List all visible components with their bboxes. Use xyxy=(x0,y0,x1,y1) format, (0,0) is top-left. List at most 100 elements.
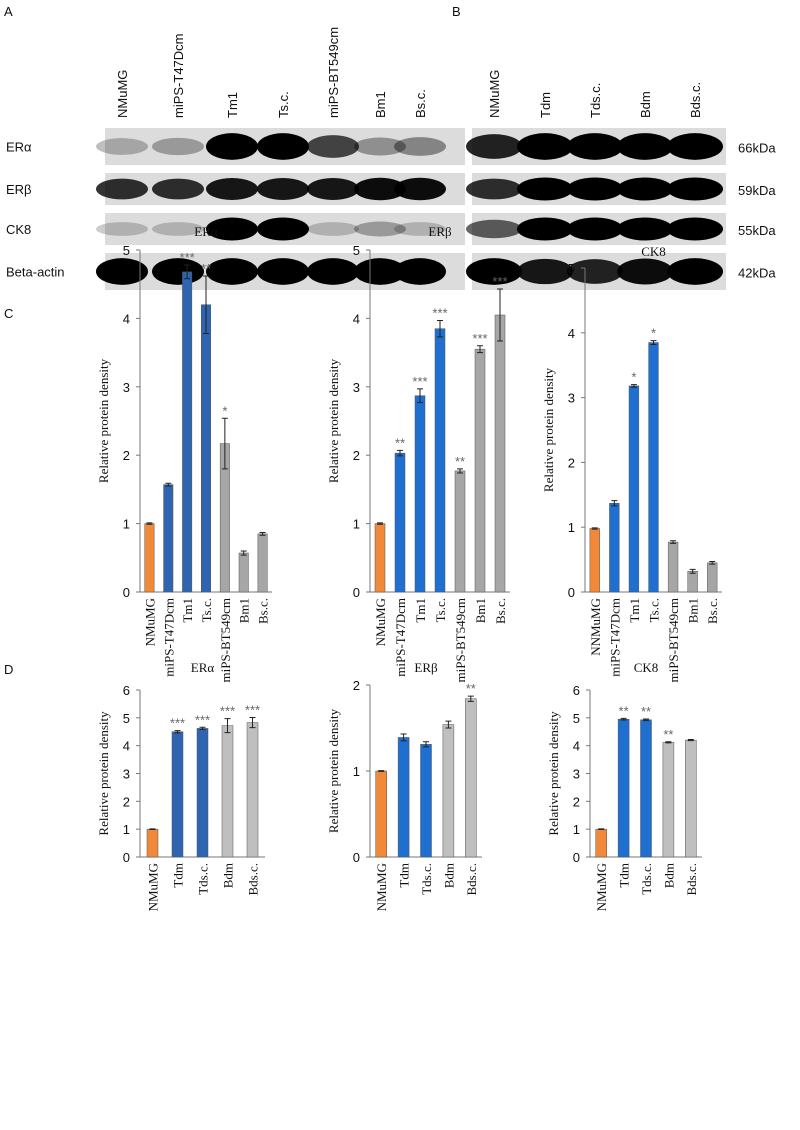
blot-band xyxy=(257,133,309,160)
blot-band xyxy=(466,258,522,285)
y-axis-label: Relative protein density xyxy=(326,708,341,833)
blot-band xyxy=(152,178,204,200)
blot-band xyxy=(354,177,406,201)
y-axis-label: Relative protein density xyxy=(96,711,111,836)
error-bar xyxy=(165,482,172,487)
blot-band xyxy=(96,178,148,200)
y-tick-label: 2 xyxy=(353,678,360,693)
error-bar xyxy=(377,522,383,525)
x-tick-label: miPS-BT549cm xyxy=(666,598,681,683)
error-bar xyxy=(497,288,503,342)
panel-label: C xyxy=(4,306,13,321)
error-bar xyxy=(591,527,598,530)
bar xyxy=(420,744,432,858)
bar xyxy=(667,541,679,593)
significance: *** xyxy=(432,305,447,320)
error-bar xyxy=(598,828,605,830)
bar-chart: ERα Relative protein density 0 1 2 3 4 5 6 NMuMG *… xyxy=(96,660,265,911)
x-tick-label: Bds.c. xyxy=(246,863,261,896)
error-bar xyxy=(240,550,247,556)
error-bar xyxy=(689,568,696,574)
blot-band xyxy=(354,221,406,237)
error-bar xyxy=(665,741,672,744)
significance: * xyxy=(651,326,656,341)
lane-label: Tdm xyxy=(538,92,553,118)
error-bar xyxy=(423,741,429,748)
bar xyxy=(246,722,259,858)
bar xyxy=(163,484,174,593)
y-tick-label: 1 xyxy=(123,822,130,837)
blot-band xyxy=(667,258,723,285)
y-tick-label: 3 xyxy=(573,767,580,782)
blot-band xyxy=(257,258,309,285)
y-tick-label: 5 xyxy=(123,711,130,726)
y-tick-label: 1 xyxy=(573,822,580,837)
bar xyxy=(196,728,209,858)
lane-label: Tds.c. xyxy=(588,83,603,118)
blot-band xyxy=(307,178,359,200)
bar xyxy=(394,452,406,593)
bar xyxy=(201,304,211,593)
bar xyxy=(374,523,386,593)
blot-band xyxy=(394,258,446,285)
x-tick-label: NMuMG xyxy=(373,598,388,646)
lane-label: NMuMG xyxy=(115,70,130,118)
error-bar xyxy=(611,500,618,507)
significance: *** xyxy=(492,274,507,289)
y-axis-label: Relative protein density xyxy=(541,367,556,492)
significance: ** xyxy=(466,681,476,696)
error-bar xyxy=(670,540,677,544)
x-tick-label: NMuMG xyxy=(374,863,389,911)
y-axis-label: Relative protein density xyxy=(546,711,561,836)
y-tick-label: 1 xyxy=(353,517,360,532)
y-tick-label: 0 xyxy=(353,585,360,600)
lane-label: Bdm xyxy=(638,91,653,118)
bar xyxy=(474,348,486,593)
y-tick-label: 1 xyxy=(123,517,130,532)
y-tick-label: 4 xyxy=(353,311,360,326)
significance: *** xyxy=(245,703,260,718)
significance: * xyxy=(631,370,636,385)
y-axis-label: Relative protein density xyxy=(326,358,341,483)
blot-band xyxy=(152,222,204,236)
bar xyxy=(171,731,184,858)
chart-title: ERβ xyxy=(414,660,438,675)
x-tick-label: Bm1 xyxy=(473,598,488,623)
error-bar xyxy=(378,770,385,772)
blot-band xyxy=(206,258,258,285)
bar xyxy=(648,342,659,593)
blot-band xyxy=(667,177,723,201)
bar xyxy=(414,395,426,593)
chart-title: ERβ xyxy=(428,224,452,239)
significance: * xyxy=(222,403,227,418)
bar xyxy=(257,533,268,593)
error-bar xyxy=(687,739,694,742)
blot-band xyxy=(567,177,623,201)
y-tick-label: 6 xyxy=(123,683,130,698)
blot-band xyxy=(567,259,623,284)
lane-label: Ts.c. xyxy=(276,91,291,118)
bar xyxy=(375,770,387,858)
significance: ** xyxy=(201,261,211,276)
error-bar xyxy=(445,720,452,729)
error-bar xyxy=(249,717,256,729)
significance: ** xyxy=(455,454,465,469)
blot-band xyxy=(257,178,309,200)
y-tick-label: 0 xyxy=(568,585,575,600)
blot-band xyxy=(617,133,673,160)
y-tick-label: 0 xyxy=(353,850,360,865)
blot-band xyxy=(307,135,359,158)
y-tick-label: 1 xyxy=(353,764,360,779)
bar-chart: CK8 Relative protein density 0 1 2 3 4 5 6 NMuMG *… xyxy=(546,660,702,911)
bar xyxy=(221,725,234,858)
y-tick-label: 4 xyxy=(568,326,575,341)
y-tick-label: 4 xyxy=(123,739,130,754)
x-tick-label: Ts.c. xyxy=(199,598,214,622)
x-tick-label: miPS-T47Dcm xyxy=(393,598,408,677)
significance: ** xyxy=(619,703,629,718)
lane-label: Tm1 xyxy=(225,92,240,118)
lane-label: Bds.c. xyxy=(688,82,703,118)
y-tick-label: 1 xyxy=(568,520,575,535)
bar xyxy=(687,571,698,593)
y-tick-label: 2 xyxy=(123,448,130,463)
